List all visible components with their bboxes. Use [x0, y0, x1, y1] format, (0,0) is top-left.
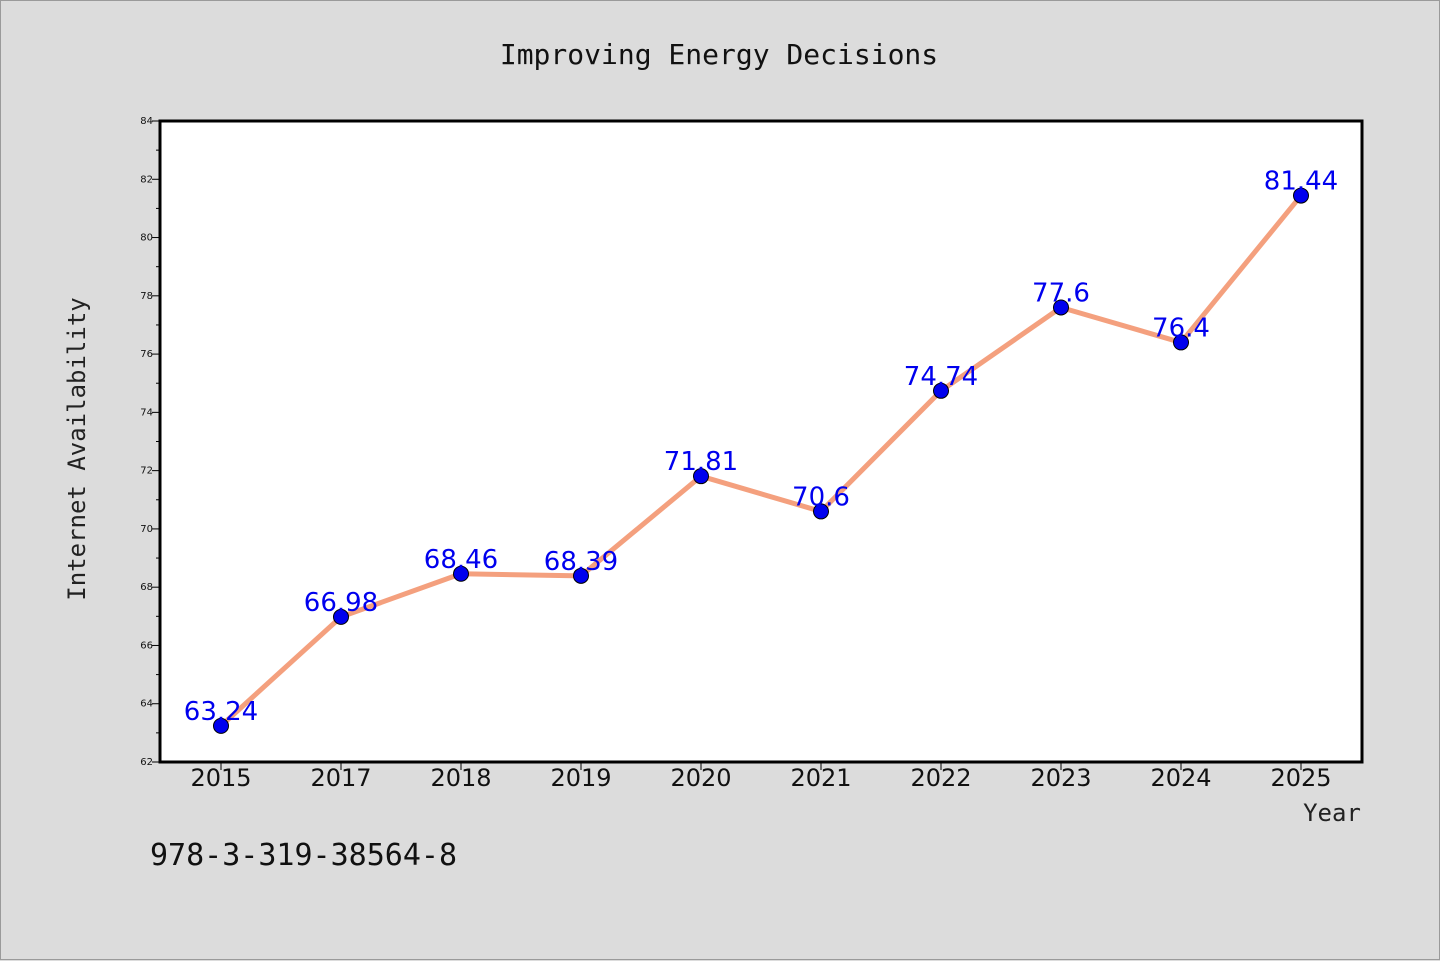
- data-label: 68.46: [424, 545, 498, 575]
- y-axis: 62 64 66 68 70 72 74 76 78 80 82 84: [140, 116, 160, 768]
- x-tick-label: 2020: [670, 764, 731, 792]
- x-axis-title: Year: [1303, 799, 1361, 827]
- y-tick-label: 68: [140, 582, 153, 593]
- data-point: [1293, 187, 1309, 204]
- data-label: 68.39: [544, 547, 618, 577]
- x-tick-label: 2025: [1270, 764, 1331, 792]
- data-labels: 63.24 66.98 68.46 68.39 71.81 70.6 74.74 77.6 76…: [184, 167, 1338, 727]
- data-point: [693, 468, 709, 485]
- data-label: 66.98: [304, 588, 378, 618]
- y-tick-label: 70: [140, 524, 153, 535]
- x-axis: 2015 2017 2018 2019 2020 2021 2022 2023 2024 2025: [190, 762, 1332, 792]
- data-label: 74.74: [904, 362, 978, 392]
- x-tick-label: 2018: [430, 764, 491, 792]
- plot-area: [158, 119, 1364, 764]
- data-point: [573, 567, 589, 584]
- data-label: 81.44: [1264, 167, 1338, 197]
- data-point: [453, 565, 469, 582]
- data-point: [1053, 299, 1069, 316]
- y-tick-label: 62: [140, 757, 153, 768]
- data-point: [1173, 334, 1189, 351]
- y-tick-label: 72: [140, 466, 153, 477]
- data-label: 70.6: [792, 482, 850, 512]
- x-tick-label: 2019: [550, 764, 611, 792]
- series-line: [218, 193, 1304, 729]
- data-point: [813, 503, 829, 520]
- y-axis-title: Internet Availability: [63, 297, 91, 600]
- y-tick-label: 80: [140, 233, 153, 244]
- y-tick-label: 76: [140, 349, 153, 360]
- y-tick-label: 82: [140, 174, 153, 185]
- x-tick-label: 2024: [1150, 764, 1211, 792]
- chart-title: Improving Energy Decisions: [500, 38, 938, 71]
- y-tick-label: 66: [140, 640, 153, 651]
- series-layer: [213, 187, 1309, 734]
- data-label: 63.24: [184, 697, 258, 727]
- x-tick-label: 2022: [910, 764, 971, 792]
- y-tick-label: 64: [140, 699, 153, 710]
- x-tick-label: 2023: [1030, 764, 1091, 792]
- x-tick-label: 2017: [310, 764, 371, 792]
- y-tick-label: 74: [140, 407, 153, 418]
- data-label: 71.81: [664, 447, 738, 477]
- x-tick-label: 2015: [190, 764, 251, 792]
- y-tick-label: 78: [140, 291, 153, 302]
- footer-code: 978-3-319-38564-8: [150, 838, 457, 873]
- data-point: [933, 382, 949, 399]
- data-label: 76.4: [1152, 313, 1210, 343]
- data-point: [333, 608, 349, 625]
- data-point: [213, 717, 229, 734]
- data-label: 77.6: [1032, 278, 1090, 308]
- y-tick-label: 84: [140, 116, 153, 127]
- x-tick-label: 2021: [790, 764, 851, 792]
